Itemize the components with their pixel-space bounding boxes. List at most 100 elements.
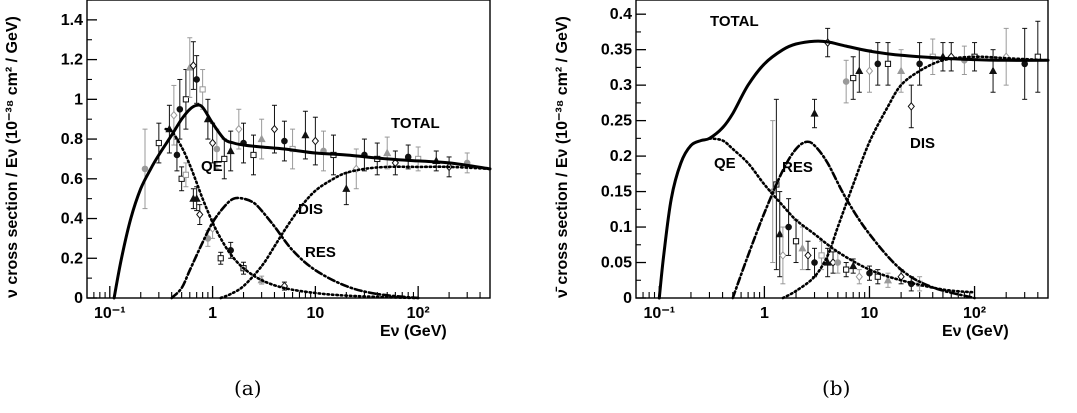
model-curves [657,39,1050,300]
y-tick-label: 0.2 [61,250,83,267]
data-point [226,130,235,172]
y-tick-label: 0.3 [610,77,632,94]
data-point [865,49,874,93]
data-point [141,128,149,210]
y-tick-label: 0.35 [601,42,632,59]
y-axis-label: ν cross section / Eν (10⁻³⁸ cm² / GeV) [4,16,21,298]
data-point [311,116,320,166]
data-point [199,69,206,110]
label-res: RES [782,159,813,176]
data-point [250,134,257,176]
y-tick-label: 0.4 [61,211,83,228]
panel-label-a: (a) [234,376,262,400]
data-point [391,150,400,176]
curve-total [112,103,492,300]
data-point [463,152,471,174]
data-point [189,41,198,90]
x-tick-label: 10² [407,305,430,322]
y-tick-label: 1.4 [61,12,83,29]
data-point [874,42,882,86]
data-point [182,162,190,188]
x-axis: 10⁻¹ 1 10 10² [642,286,1039,322]
data-point [320,130,327,172]
y-tick-label: 0.8 [61,131,83,148]
data-point [842,59,850,104]
data-point [1002,27,1010,86]
plot-frame [635,0,1049,299]
data-point [404,144,412,170]
data-point [779,226,787,285]
data-point [907,84,915,129]
y-tick-label: 0.05 [601,255,632,272]
data-point [1034,20,1041,93]
y-tick-label: 0.25 [601,113,632,130]
data-point [173,138,181,172]
data-point [916,42,923,86]
data-point [182,69,190,130]
plot-frame [86,0,491,299]
y-tick-label: 0.15 [601,184,632,201]
label-qe: QE [201,158,223,175]
y-axis-label: ν̄ cross section / Eν (10⁻³⁸ cm² / GeV) [554,16,571,298]
data-point [361,138,368,172]
chart-panel-b: 0 0.05 0.1 0.15 0.2 0.25 0.3 0.35 0.4 10⁻¹ 1 10 10²… [554,0,1050,400]
x-tick-label: 10² [963,305,986,322]
data-point [342,172,351,206]
data-point [829,251,837,274]
x-tick-label: 10⁻¹ [94,305,126,322]
curve-dis [219,165,492,300]
x-tick-label: 10 [861,305,879,322]
y-tick-label: 0.1 [610,219,632,236]
label-dis: DIS [298,201,323,218]
y-axis: 0 0.2 0.4 0.6 0.8 1 1.2 1.4 [61,0,97,307]
panel-label-b: (b) [822,376,850,400]
data-point [798,226,807,271]
data-point [947,42,955,72]
data-point [874,269,881,285]
curve-total [657,39,1050,300]
label-dis: DIS [910,135,935,152]
label-res: RES [305,244,336,261]
y-tick-label: 0.2 [610,148,632,165]
data-point [208,122,217,164]
data-point [217,251,224,265]
data-point [775,191,784,278]
data-point [352,148,360,190]
x-tick-label: 10 [306,305,324,322]
y-tick-label: 0 [74,290,83,307]
label-total: TOTAL [710,13,759,30]
curve-res [731,140,976,300]
data-point [270,104,279,154]
data-point [855,49,864,93]
x-axis-label: Eν (GeV) [942,323,1009,340]
curve-qe [708,137,976,294]
data-point [221,138,228,180]
data-point [281,120,288,162]
chart-panel-a: 0 0.2 0.4 0.6 0.8 1 1.2 1.4 10⁻¹ 1 10 10² TOTAL QE… [4,0,492,400]
data-point [257,118,266,160]
data-point [811,247,818,278]
data-point [843,262,850,278]
x-tick-label: 1 [760,305,769,322]
y-axis: 0 0.05 0.1 0.15 0.2 0.25 0.3 0.35 0.4 [601,6,646,307]
curve-qe [164,127,420,300]
y-tick-label: 0.4 [610,6,632,23]
data-point [866,265,873,281]
data-point [834,251,842,274]
y-tick-label: 1.2 [61,52,83,69]
data-point [804,240,812,271]
label-qe: QE [714,155,736,172]
data-point [823,247,832,278]
data-point [189,188,198,210]
x-axis: 10⁻¹ 1 10 10² [93,286,481,322]
data-point [884,42,892,86]
data-point [850,56,857,100]
data-point [792,219,800,264]
data-point [178,166,185,192]
x-tick-label: 10⁻¹ [644,305,676,322]
x-tick-label: 1 [208,305,217,322]
curve-dis [781,55,1050,300]
data-point [855,269,863,285]
label-total: TOTAL [391,115,440,132]
